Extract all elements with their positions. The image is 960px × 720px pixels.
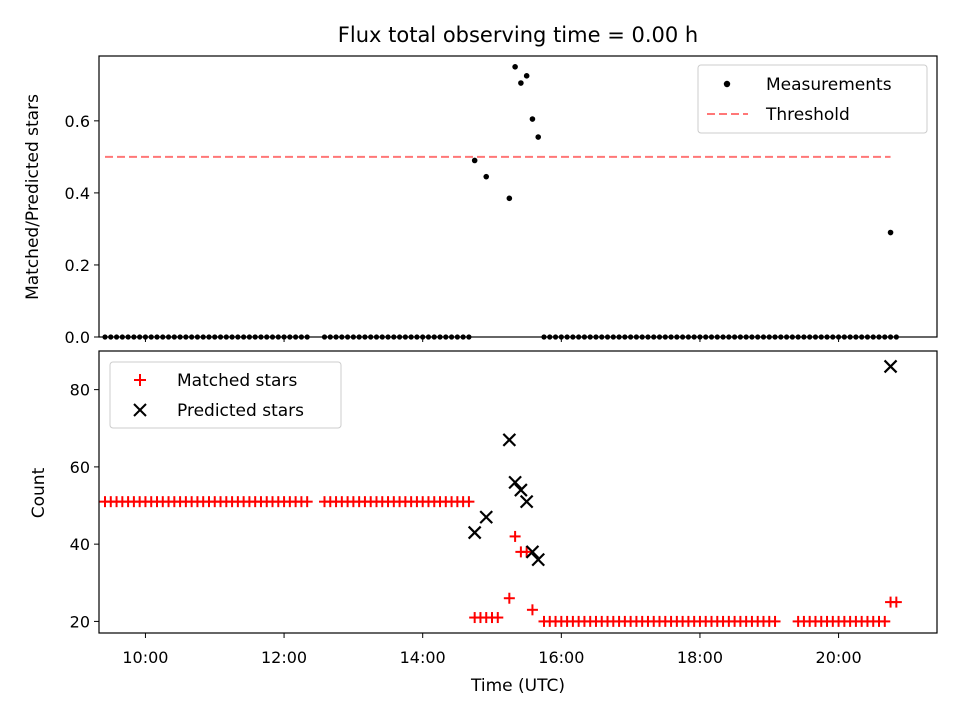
bottom-xtick-label: 14:00: [400, 648, 446, 667]
matched-point: [521, 546, 533, 558]
top-axes-frame: [98, 55, 938, 338]
bottom-xtick-label: 16:00: [538, 648, 584, 667]
bottom-xtick-label: 10:00: [122, 648, 168, 667]
legend-measurements-label: Measurements: [766, 75, 892, 95]
bottom-ytick-label: 20: [70, 612, 90, 631]
bottom-plot-area: [99, 359, 902, 627]
measurement-point: [535, 134, 542, 140]
predicted-point: [883, 359, 898, 374]
bottom-xtick-label: 20:00: [816, 648, 862, 667]
legend-matched-marker: [134, 374, 146, 386]
predicted-point: [508, 475, 522, 490]
bottom-ytick-label: 60: [70, 458, 90, 477]
bottom-xtick-label: 12:00: [261, 648, 307, 667]
matched-point: [301, 496, 313, 508]
predicted-point: [479, 510, 494, 524]
measurement-point: [471, 157, 478, 164]
bottom-xtick-label: 18:00: [677, 648, 723, 667]
matched-point: [879, 615, 891, 627]
bottom-ylabel: Count: [29, 467, 49, 518]
matched-point: [492, 612, 504, 624]
measurement-point: [506, 195, 513, 202]
predicted-point: [467, 525, 482, 540]
top-legend-box: [697, 64, 928, 134]
top-plot-area: [102, 64, 899, 340]
bottom-legend-box: [109, 361, 342, 429]
predicted-point: [531, 552, 545, 567]
top-ytick-label: 0.0: [65, 328, 90, 347]
top-ytick-label: 0.2: [65, 256, 90, 275]
top-panel: Flux total observing time = 0.00 h Match…: [23, 23, 938, 340]
legend-predicted-marker: [133, 403, 147, 417]
top-ylabel: Matched/Predicted stars: [23, 94, 43, 300]
legend-matched-label: Matched stars: [177, 371, 297, 391]
measurement-point: [483, 173, 490, 180]
bottom-xlabel: Time (UTC): [470, 676, 565, 696]
legend-threshold-label: Threshold: [765, 105, 850, 125]
predicted-point: [502, 433, 517, 447]
measurement-point: [523, 73, 530, 79]
predicted-point: [514, 483, 528, 497]
matched-point: [769, 615, 781, 627]
matched-point: [509, 530, 521, 542]
bottom-legend: Matched stars Predicted stars: [109, 361, 342, 429]
top-legend: Measurements Threshold: [697, 64, 928, 134]
bottom-axes-frame: [98, 350, 938, 634]
legend-measurements-marker: [723, 80, 731, 88]
top-ytick-label: 0.4: [65, 184, 90, 203]
measurement-point: [887, 229, 894, 236]
bottom-panel: Count Time (UTC) Matched stars Predicted…: [29, 350, 938, 696]
measurement-point: [529, 116, 536, 122]
measurement-point: [518, 80, 524, 86]
top-ytick-label: 0.6: [65, 112, 90, 131]
predicted-point: [519, 494, 534, 509]
matched-point: [463, 496, 475, 508]
measurement-point: [512, 64, 518, 70]
legend-predicted-label: Predicted stars: [177, 401, 304, 421]
chart-title: Flux total observing time = 0.00 h: [338, 23, 698, 47]
bottom-ytick-label: 80: [70, 381, 90, 400]
matched-point: [503, 592, 515, 604]
matched-point: [526, 604, 538, 616]
bottom-ytick-label: 40: [70, 535, 90, 554]
matched-point: [890, 596, 902, 608]
predicted-point: [525, 545, 540, 559]
